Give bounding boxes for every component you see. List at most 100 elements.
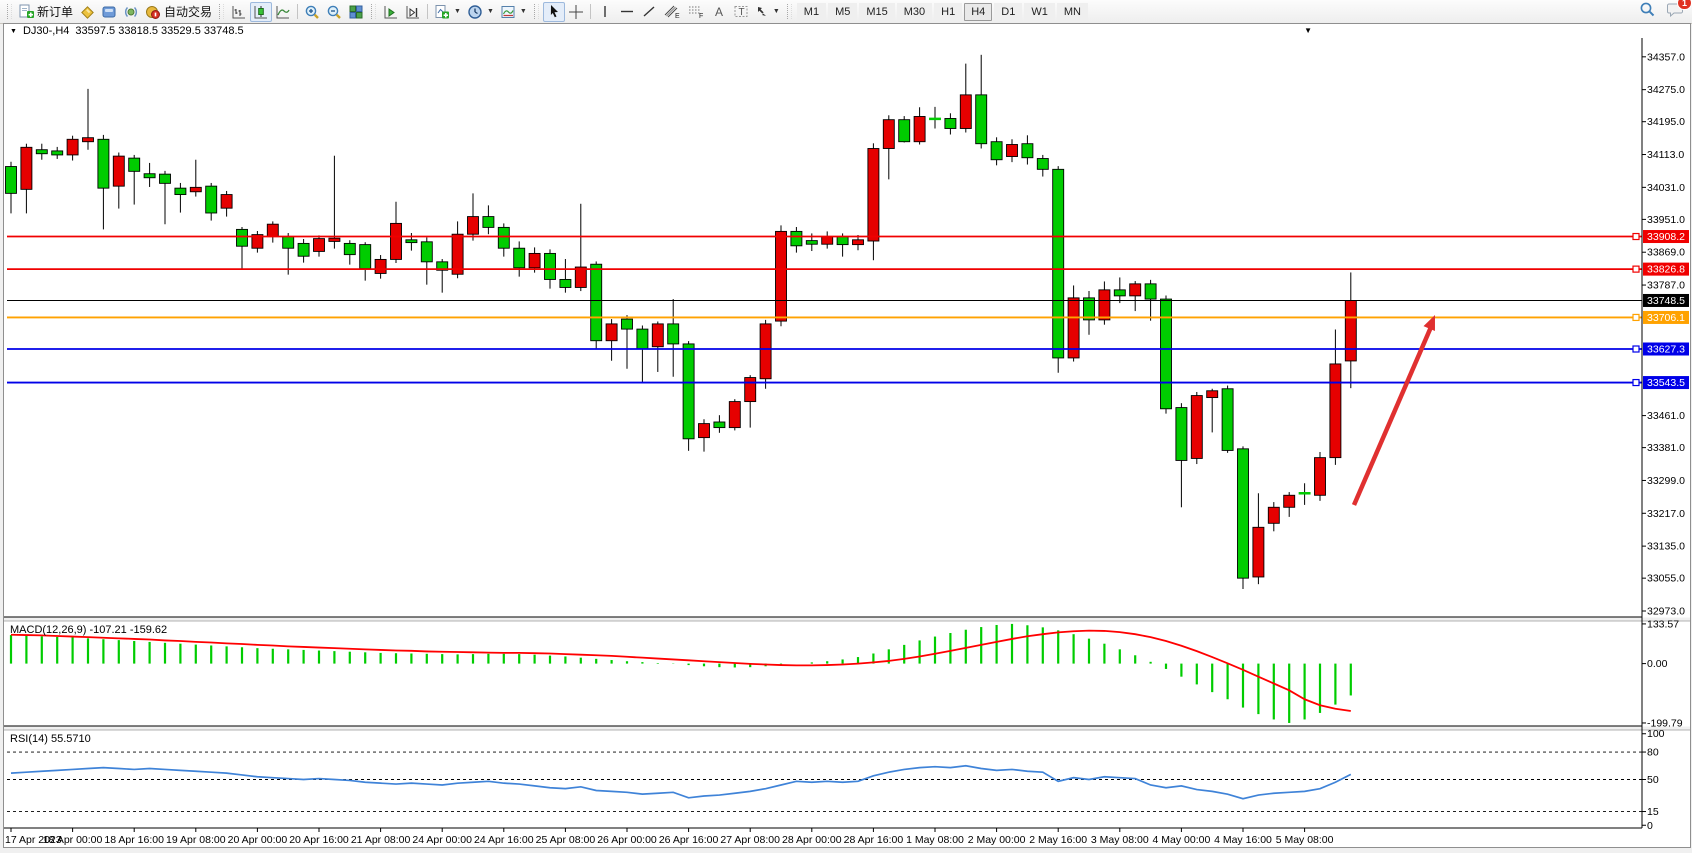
autotrading-button[interactable]: 自动交易: [142, 2, 215, 22]
arrows-icon: [755, 4, 769, 19]
bar-chart-button[interactable]: [228, 2, 250, 22]
rsi-line: [10, 764, 1352, 800]
svg-text:20 Apr 16:00: 20 Apr 16:00: [289, 834, 349, 846]
text-button[interactable]: A: [708, 2, 730, 22]
svg-text:24 Apr 16:00: 24 Apr 16:00: [474, 834, 534, 846]
templates-button[interactable]: ▼: [497, 2, 530, 22]
horizontal-line-button[interactable]: [616, 2, 638, 22]
dropdown-caret-icon: ▼: [772, 8, 780, 15]
timeframe-button-M5[interactable]: M5: [828, 2, 858, 21]
macd-pane: MACD(12,26,9) -107.21 -159.62 133.57 0.00 -…: [9, 618, 1683, 729]
fibonacci-icon: F: [687, 4, 705, 19]
timeframe-button-W1[interactable]: W1: [1024, 2, 1055, 21]
cursor-icon: [547, 4, 561, 19]
arrow-annotation: [1351, 315, 1435, 506]
timeframe-toolbar: M1 M5 M15 M30 H1 H4 D1 W1 MN: [796, 2, 1089, 21]
main-toolbar: 新订单 自动交易 ▼: [0, 0, 1692, 24]
timeframe-button-M30[interactable]: M30: [896, 2, 933, 21]
vertical-line-icon: [598, 4, 612, 19]
indicators-button[interactable]: ▼: [431, 2, 464, 22]
crosshair-icon: [568, 4, 584, 20]
timeframe-button-M15[interactable]: M15: [859, 2, 895, 21]
toolbar-grip[interactable]: [533, 4, 539, 19]
svg-text:25 Apr 08:00: 25 Apr 08:00: [536, 834, 596, 846]
macd-signal-line: [10, 629, 1351, 712]
svg-text:1 May 08:00: 1 May 08:00: [906, 834, 964, 846]
zoom-out-button[interactable]: [323, 2, 345, 22]
timeframe-button-M1[interactable]: M1: [796, 2, 827, 21]
chat-button[interactable]: 1: [1666, 0, 1692, 22]
timeframe-button-H1[interactable]: H1: [934, 2, 963, 21]
toolbar-grip[interactable]: [371, 4, 377, 19]
svg-text:33299.0: 33299.0: [1647, 475, 1685, 487]
dropdown-caret-icon: ▼: [519, 8, 527, 15]
auto-scroll-button[interactable]: [380, 2, 402, 22]
crosshair-button[interactable]: [565, 2, 587, 22]
chart-window: ▼ DJ30-,H4 33597.5 33818.5 33529.5 33748…: [3, 23, 1691, 848]
svg-text:24 Apr 00:00: 24 Apr 00:00: [412, 834, 472, 846]
periods-button[interactable]: ▼: [464, 2, 497, 22]
tile-windows-button[interactable]: [345, 2, 367, 22]
price-axis: 34357.0 34275.0 34195.0 34113.0 34031.0 33951…: [1642, 51, 1689, 617]
chart-shift-button[interactable]: [402, 2, 424, 22]
svg-text:50: 50: [1647, 774, 1659, 786]
chart-collapse-icon[interactable]: ▼: [10, 27, 17, 35]
svg-text:34113.0: 34113.0: [1647, 149, 1684, 161]
toolbar-separator: [427, 4, 429, 19]
svg-text:33826.8: 33826.8: [1647, 264, 1685, 276]
svg-text:T: T: [738, 7, 744, 18]
dropdown-caret-icon: ▼: [486, 8, 494, 15]
svg-text:2 May 00:00: 2 May 00:00: [968, 834, 1026, 846]
price-chart[interactable]: 34357.0 34275.0 34195.0 34113.0 34031.0 33951…: [4, 38, 1690, 846]
svg-text:133.57: 133.57: [1647, 618, 1679, 630]
candlestick-icon: [253, 4, 269, 20]
search-icon[interactable]: [1639, 1, 1656, 23]
svg-text:3 May 08:00: 3 May 08:00: [1091, 834, 1149, 846]
svg-text:33951.0: 33951.0: [1647, 214, 1685, 226]
svg-text:33543.5: 33543.5: [1647, 377, 1685, 389]
svg-text:21 Apr 08:00: 21 Apr 08:00: [351, 834, 411, 846]
line-chart-button[interactable]: [272, 2, 294, 22]
arrows-button[interactable]: ▼: [752, 2, 783, 22]
line-chart-icon: [275, 4, 291, 20]
svg-text:MACD(12,26,9) -107.21 -159.62: MACD(12,26,9) -107.21 -159.62: [10, 624, 167, 636]
svg-text:E: E: [675, 13, 680, 19]
terminal-button[interactable]: [98, 2, 120, 22]
svg-text:18 Apr 00:00: 18 Apr 00:00: [43, 834, 103, 846]
svg-text:28 Apr 00:00: 28 Apr 00:00: [782, 834, 842, 846]
fibonacci-button[interactable]: F: [684, 2, 708, 22]
toolbar-grip[interactable]: [7, 4, 12, 19]
new-order-button[interactable]: 新订单: [16, 2, 76, 22]
svg-text:33627.3: 33627.3: [1647, 344, 1685, 356]
text-label-button[interactable]: T: [730, 2, 752, 22]
metaeditor-button[interactable]: [76, 2, 98, 22]
notification-badge: 1: [1676, 0, 1692, 10]
cursor-button[interactable]: [542, 1, 565, 22]
svg-text:26 Apr 00:00: 26 Apr 00:00: [597, 834, 657, 846]
svg-text:0: 0: [1647, 820, 1653, 832]
timeframe-button-MN[interactable]: MN: [1056, 2, 1088, 21]
svg-text:2 May 16:00: 2 May 16:00: [1029, 834, 1087, 846]
timeframe-button-D1[interactable]: D1: [994, 2, 1023, 21]
new-order-label: 新订单: [37, 5, 74, 19]
new-order-icon: [19, 4, 34, 19]
zoom-in-button[interactable]: [301, 2, 323, 22]
chart-symbol-period: DJ30-,H4: [22, 25, 70, 37]
trendline-button[interactable]: [638, 2, 660, 22]
timeframe-button-H4[interactable]: H4: [964, 2, 993, 21]
chart-shift-icon: [405, 4, 421, 20]
svg-text:34031.0: 34031.0: [1647, 182, 1685, 194]
chart-menu-icon[interactable]: ▼: [1304, 26, 1312, 35]
svg-text:34357.0: 34357.0: [1647, 51, 1685, 63]
svg-text:33135.0: 33135.0: [1647, 541, 1685, 553]
svg-text:19 Apr 08:00: 19 Apr 08:00: [166, 834, 226, 846]
candlestick-chart-button[interactable]: [250, 1, 273, 22]
equidistant-channel-button[interactable]: E: [660, 2, 684, 22]
indicators-icon: [434, 4, 450, 20]
vertical-line-button[interactable]: [594, 2, 616, 22]
signals-button[interactable]: [120, 2, 142, 22]
toolbar-grip[interactable]: [786, 4, 792, 19]
svg-text:A: A: [715, 5, 723, 19]
toolbar-grip[interactable]: [219, 4, 225, 19]
svg-text:33787.0: 33787.0: [1647, 280, 1685, 292]
